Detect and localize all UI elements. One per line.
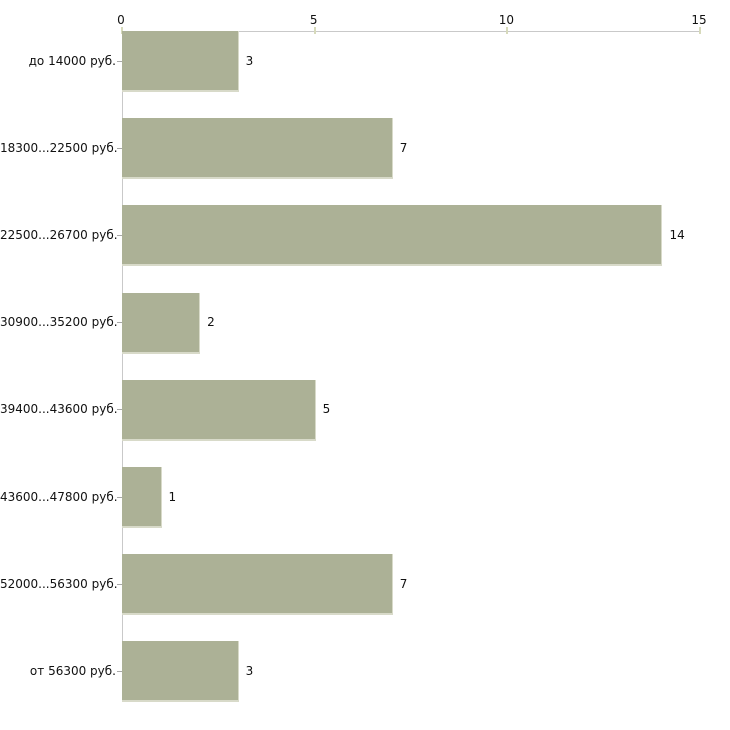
category-tick-mark bbox=[117, 671, 122, 672]
category-tick-mark bbox=[117, 584, 122, 585]
category-tick-mark bbox=[117, 61, 122, 62]
bar bbox=[122, 205, 663, 267]
bar bbox=[122, 467, 162, 528]
bar bbox=[122, 641, 239, 703]
value-label: 5 bbox=[322, 402, 331, 417]
category-label: 39400...43600 руб. bbox=[0, 402, 118, 417]
category-tick-mark bbox=[117, 235, 122, 236]
value-label: 3 bbox=[245, 663, 254, 678]
bar bbox=[122, 379, 316, 441]
category-label: 52000...56300 руб. bbox=[0, 576, 118, 591]
value-label: 1 bbox=[168, 489, 177, 504]
category-label: до 14000 руб. bbox=[28, 53, 116, 68]
x-tick-mark-5 bbox=[313, 27, 316, 34]
category-label: 22500...26700 руб. bbox=[0, 227, 118, 242]
category-label: от 56300 руб. bbox=[29, 663, 116, 678]
x-tick-label-10: 10 bbox=[498, 13, 514, 27]
value-label: 7 bbox=[399, 140, 408, 155]
category-tick-mark bbox=[117, 409, 122, 410]
value-label: 7 bbox=[399, 576, 408, 591]
value-label: 3 bbox=[245, 53, 254, 68]
value-label: 14 bbox=[669, 227, 685, 242]
category-label: 43600...47800 руб. bbox=[0, 489, 118, 504]
x-tick-label-15: 15 bbox=[691, 13, 707, 27]
x-tick-mark-10 bbox=[506, 27, 509, 34]
y-axis-line bbox=[122, 31, 123, 703]
category-label: 18300...22500 руб. bbox=[0, 140, 118, 155]
value-label: 2 bbox=[207, 315, 215, 330]
category-label: 30900...35200 руб. bbox=[0, 315, 118, 330]
x-tick-label-5: 5 bbox=[309, 13, 318, 27]
x-tick-mark-15 bbox=[699, 27, 701, 34]
x-axis-line bbox=[122, 31, 701, 32]
x-tick-label-0: 0 bbox=[117, 13, 125, 27]
bar bbox=[122, 118, 393, 180]
bar bbox=[122, 31, 239, 92]
x-tick-mark-0 bbox=[121, 27, 123, 34]
bar bbox=[122, 554, 393, 616]
category-tick-mark bbox=[117, 497, 122, 498]
category-tick-mark bbox=[117, 322, 122, 323]
category-tick-mark bbox=[117, 148, 122, 149]
bar bbox=[122, 292, 201, 354]
